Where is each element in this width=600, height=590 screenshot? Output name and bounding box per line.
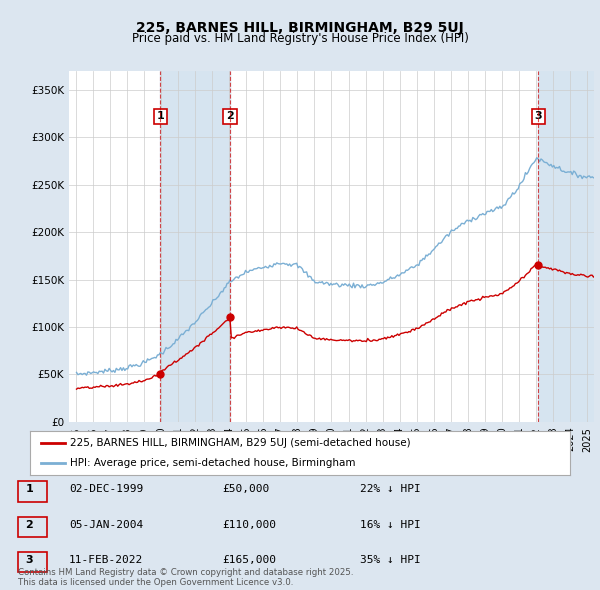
- Text: £50,000: £50,000: [222, 484, 269, 494]
- Text: 1: 1: [25, 484, 33, 494]
- Text: 35% ↓ HPI: 35% ↓ HPI: [360, 555, 421, 565]
- Text: 1: 1: [157, 112, 164, 122]
- Text: HPI: Average price, semi-detached house, Birmingham: HPI: Average price, semi-detached house,…: [71, 458, 356, 467]
- Text: 2: 2: [226, 112, 234, 122]
- Text: 02-DEC-1999: 02-DEC-1999: [69, 484, 143, 494]
- Text: 3: 3: [25, 555, 33, 565]
- Text: Price paid vs. HM Land Registry's House Price Index (HPI): Price paid vs. HM Land Registry's House …: [131, 32, 469, 45]
- Text: £110,000: £110,000: [222, 520, 276, 529]
- Bar: [538, 71, 594, 422]
- Text: £165,000: £165,000: [222, 555, 276, 565]
- Text: 3: 3: [535, 112, 542, 122]
- Text: 16% ↓ HPI: 16% ↓ HPI: [360, 520, 421, 529]
- Text: 225, BARNES HILL, BIRMINGHAM, B29 5UJ: 225, BARNES HILL, BIRMINGHAM, B29 5UJ: [136, 21, 464, 35]
- Text: 22% ↓ HPI: 22% ↓ HPI: [360, 484, 421, 494]
- Text: Contains HM Land Registry data © Crown copyright and database right 2025.
This d: Contains HM Land Registry data © Crown c…: [18, 568, 353, 587]
- Text: 05-JAN-2004: 05-JAN-2004: [69, 520, 143, 529]
- Text: 11-FEB-2022: 11-FEB-2022: [69, 555, 143, 565]
- Text: 2: 2: [25, 520, 33, 529]
- Bar: [160, 71, 230, 422]
- Text: 225, BARNES HILL, BIRMINGHAM, B29 5UJ (semi-detached house): 225, BARNES HILL, BIRMINGHAM, B29 5UJ (s…: [71, 438, 411, 448]
